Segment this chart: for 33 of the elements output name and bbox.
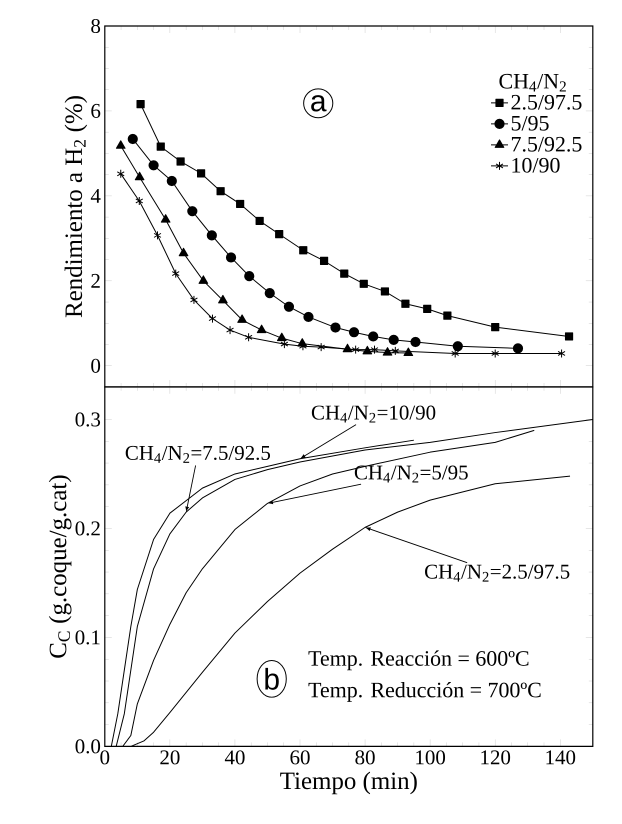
annotation: Temp. Reacción = 600ºC [308, 650, 528, 670]
legend-label: 10/90 [512, 158, 560, 173]
y-tick-label: 8 [91, 18, 100, 34]
y-tick-label: 2 [91, 274, 100, 288]
y-tick-label: 0 [91, 358, 100, 373]
x-tick-label: 120 [481, 750, 510, 764]
legend-label: 7.5/92.5 [512, 136, 582, 152]
y-tick-label: 0.0 [76, 739, 100, 754]
y-axis-title: Rendimiento a H$_{2}$ (%) [64, 96, 88, 318]
y-tick-label: 4 [90, 189, 101, 203]
x-tick-label: 60 [290, 750, 310, 764]
x-tick-label: 20 [160, 750, 180, 764]
x-tick-label: 100 [416, 750, 446, 764]
y-axis-title: C$_{C}$ (g.coque/g.cat) [48, 476, 72, 658]
annotation: a [311, 95, 327, 112]
series-label: CH$_{4}$/N$_{2}$=5/95 [354, 465, 468, 482]
x-axis-title: Tiempo (min) [280, 772, 417, 794]
x-tick-label: 40 [224, 750, 245, 764]
legend-label: 5/95 [512, 116, 549, 131]
series-label: CH$_{4}$/N$_{2}$=10/90 [312, 406, 436, 423]
legend-label: 2.5/97.5 [511, 94, 582, 110]
legend-label: CH$_{4}$/N$_{2}$=2.5/97.5 [425, 564, 570, 582]
x-tick-label: 140 [546, 750, 576, 764]
legend-title: CH$_{4}$/N$_{2}$ [499, 74, 566, 92]
annotation: b [265, 668, 279, 690]
x-tick-label: 80 [355, 750, 375, 764]
x-tick-label: 0 [100, 750, 110, 764]
annotation: Temp. Reducción = 700ºC [308, 682, 541, 702]
y-tick-label: 0.1 [76, 630, 100, 645]
y-tick-label: 0.2 [76, 521, 100, 536]
y-tick-label: 6 [91, 104, 100, 118]
y-tick-label: 0.3 [76, 412, 100, 427]
series-label: CH$_{4}$/N$_{2}$=7.5/92.5 [126, 446, 270, 463]
